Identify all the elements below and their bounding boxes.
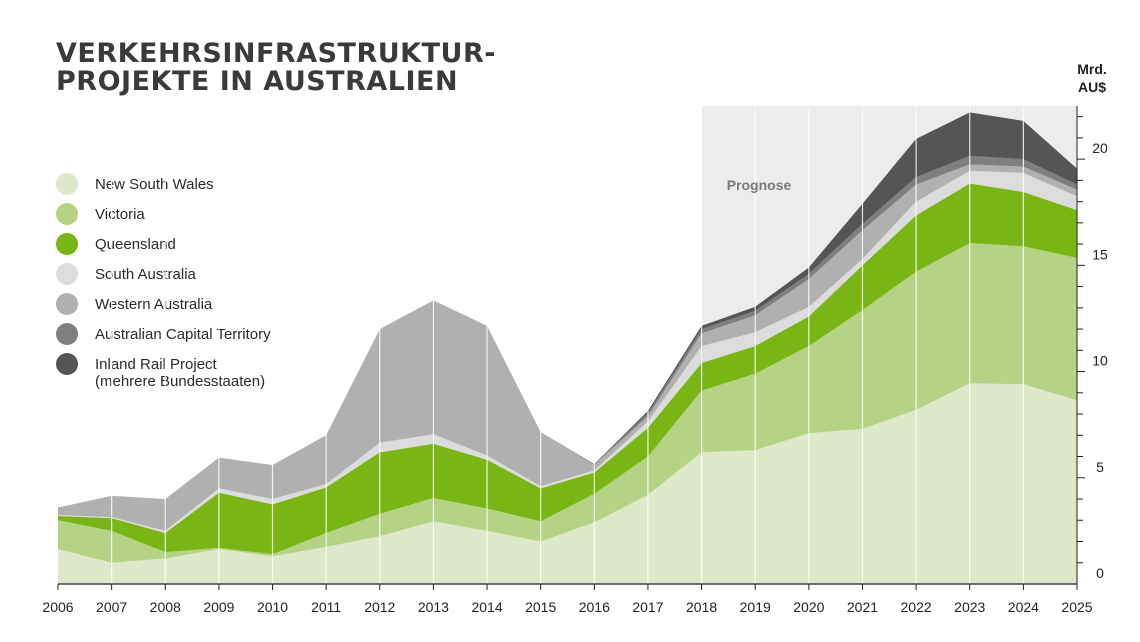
forecast-label: Prognose bbox=[727, 177, 792, 193]
legend-label-queensland: Queensland bbox=[95, 236, 176, 253]
x-tick-label-2007: 2007 bbox=[96, 599, 127, 615]
legend-swatch-new-south-wales bbox=[56, 173, 78, 195]
area-queensland bbox=[58, 183, 1077, 555]
legend-swatch-australian-capital-territory bbox=[56, 323, 78, 345]
x-tick-label-2008: 2008 bbox=[150, 599, 181, 615]
legend-label-inland-rail-line-2: (mehrere Bundesstaaten) bbox=[95, 373, 266, 390]
legend-label-south-australia: South Australia bbox=[95, 266, 196, 283]
y-tick-label-10: 10 bbox=[1092, 353, 1108, 369]
legend-label-australian-capital-territory: Australian Capital Territory bbox=[95, 326, 271, 343]
legend-label-new-south-wales: New South Wales bbox=[95, 176, 214, 193]
x-tick-label-2019: 2019 bbox=[740, 599, 771, 615]
legend-label-victoria: Victoria bbox=[95, 206, 145, 223]
legend-item-victoria: Victoria bbox=[56, 202, 271, 232]
title-line-1: VERKEHRSINFRASTRUKTUR- bbox=[56, 38, 496, 69]
x-tick-label-2018: 2018 bbox=[686, 599, 717, 615]
y-unit-label-line-1: Mrd. bbox=[1077, 61, 1107, 77]
x-tick-label-2006: 2006 bbox=[42, 599, 73, 615]
y-tick-label-0: 0 bbox=[1096, 565, 1104, 581]
x-tick-label-2015: 2015 bbox=[525, 599, 556, 615]
y-tick-label-5: 5 bbox=[1096, 459, 1104, 475]
legend-label-western-australia: Western Australia bbox=[95, 296, 213, 313]
area-western-australia bbox=[58, 164, 1077, 531]
y-unit-label-line-2: AU$ bbox=[1078, 79, 1106, 95]
title-line-2: PROJEKTE IN AUSTRALIEN bbox=[56, 66, 459, 97]
legend-label-inland-rail-project: Inland Rail Project (mehrere Bundesstaat… bbox=[95, 352, 265, 390]
x-tick-label-2010: 2010 bbox=[257, 599, 288, 615]
area-new-south-wales bbox=[58, 383, 1077, 584]
legend-swatch-south-australia bbox=[56, 263, 78, 285]
legend-item-new-south-wales: New South Wales bbox=[56, 172, 271, 202]
legend-swatch-victoria bbox=[56, 203, 78, 225]
x-tick-label-2016: 2016 bbox=[579, 599, 610, 615]
x-tick-label-2017: 2017 bbox=[632, 599, 663, 615]
chart-title: VERKEHRSINFRASTRUKTUR- PROJEKTE IN AUSTR… bbox=[56, 40, 496, 96]
area-inland-rail-project-mehrere-bundesstaaten bbox=[58, 112, 1077, 508]
legend-swatch-inland-rail-project bbox=[56, 353, 78, 375]
legend: New South Wales Victoria Queensland Sout… bbox=[56, 172, 271, 392]
x-tick-label-2012: 2012 bbox=[364, 599, 395, 615]
x-tick-label-2014: 2014 bbox=[471, 599, 502, 615]
legend-item-south-australia: South Australia bbox=[56, 262, 271, 292]
legend-item-western-australia: Western Australia bbox=[56, 292, 271, 322]
x-tick-label-2020: 2020 bbox=[793, 599, 824, 615]
x-tick-label-2023: 2023 bbox=[954, 599, 985, 615]
area-victoria bbox=[58, 243, 1077, 563]
x-tick-label-2013: 2013 bbox=[418, 599, 449, 615]
legend-item-queensland: Queensland bbox=[56, 232, 271, 262]
y-tick-label-15: 15 bbox=[1092, 246, 1108, 262]
legend-swatch-queensland bbox=[56, 233, 78, 255]
x-tick-label-2009: 2009 bbox=[203, 599, 234, 615]
x-tick-label-2024: 2024 bbox=[1008, 599, 1039, 615]
x-tick-label-2021: 2021 bbox=[847, 599, 878, 615]
legend-item-australian-capital-territory: Australian Capital Territory bbox=[56, 322, 271, 352]
legend-item-inland-rail-project: Inland Rail Project (mehrere Bundesstaat… bbox=[56, 352, 271, 392]
x-tick-label-2011: 2011 bbox=[311, 599, 341, 615]
y-tick-label-20: 20 bbox=[1092, 140, 1108, 156]
legend-label-inland-rail-line-1: Inland Rail Project bbox=[95, 356, 217, 373]
x-tick-label-2025: 2025 bbox=[1061, 599, 1092, 615]
x-tick-label-2022: 2022 bbox=[901, 599, 932, 615]
legend-swatch-western-australia bbox=[56, 293, 78, 315]
